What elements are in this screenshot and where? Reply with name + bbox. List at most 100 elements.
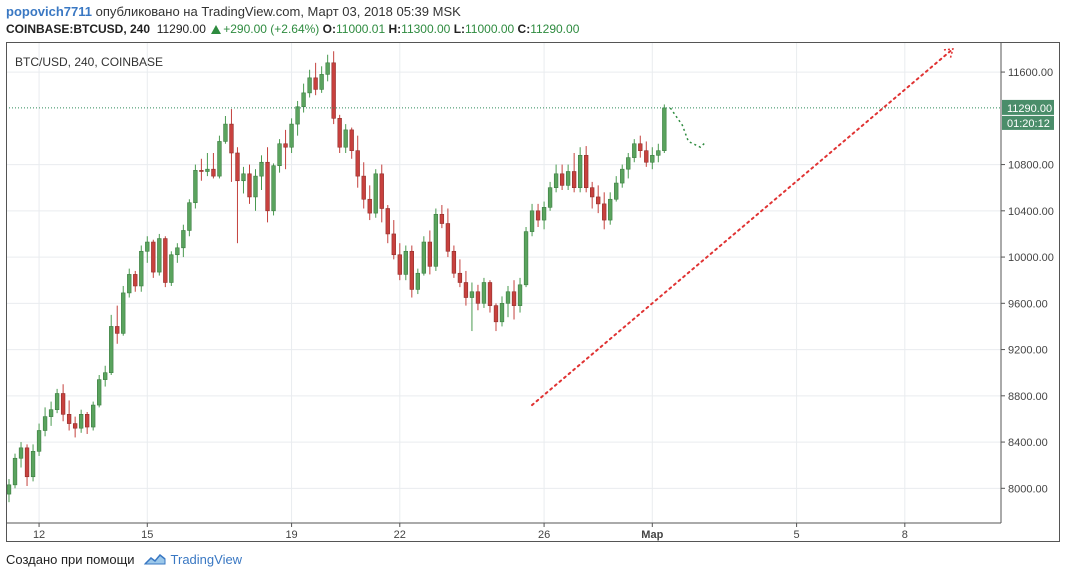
candle-body-up (325, 62, 330, 75)
candle-body-down (283, 143, 288, 148)
candle (638, 135, 643, 158)
chart-title: BTC/USD, 240, COINBASE (15, 55, 163, 69)
candle-body-up (481, 282, 487, 304)
candle-body-down (265, 161, 270, 212)
candle (602, 192, 607, 230)
candle (211, 153, 216, 179)
y-tick-label: 10800.00 (1008, 160, 1054, 172)
candle-body-up (517, 284, 523, 306)
candle (481, 277, 487, 308)
candle-body-up (577, 155, 583, 188)
footer: Создано при помощи TradingView (6, 550, 242, 568)
candle-body-down (427, 241, 433, 267)
candle-body-down (439, 213, 445, 224)
candle (6, 479, 12, 503)
candle-body-up (656, 150, 661, 156)
candle (48, 401, 54, 426)
candle-body-up (650, 155, 655, 163)
trend-arrow-icon[interactable] (943, 48, 954, 58)
candle (608, 192, 613, 225)
candle (584, 146, 589, 193)
candle-body-up (48, 409, 54, 417)
candle (133, 270, 138, 292)
candle-body-down (211, 168, 216, 177)
candlestick-chart[interactable]: 8000.00 8400.00 8800.00 9200.00 9600.00 10000… (6, 42, 1060, 542)
candle (151, 239, 156, 278)
candle-body-down (313, 77, 318, 90)
candle-body-up (109, 326, 114, 373)
candle (511, 280, 517, 320)
y-tick-label: 8000.00 (1008, 483, 1048, 495)
candle (577, 147, 583, 193)
x-tick-label: 26 (538, 529, 550, 541)
x-tick-label: 22 (394, 529, 406, 541)
candle-body-up (632, 143, 637, 158)
low-label: L: (453, 22, 466, 36)
author-username[interactable]: popovich7711 (6, 4, 92, 19)
candle-body-up (6, 484, 12, 495)
candle (181, 224, 186, 258)
candle-body-down (379, 173, 384, 209)
forecast-path[interactable] (669, 107, 707, 149)
tradingview-cloud-icon[interactable] (143, 552, 167, 566)
candle-body-down (584, 155, 589, 188)
candle-body-down (66, 414, 72, 424)
candle (199, 158, 204, 181)
candle-body-up (18, 447, 24, 459)
candle-body-up (301, 92, 306, 108)
y-tick-label: 8400.00 (1008, 437, 1048, 449)
candle (463, 270, 469, 306)
candle-body-up (553, 173, 559, 188)
drawings[interactable] (531, 47, 954, 407)
candle (127, 268, 132, 298)
x-tick-label: 8 (902, 529, 908, 541)
candle-body-down (337, 118, 342, 148)
candle-body-down (445, 223, 451, 252)
candle (265, 147, 270, 223)
candle-body-up (253, 175, 258, 198)
candle (650, 147, 655, 170)
x-tick-label: Мар (641, 529, 663, 541)
candle-body-up (626, 157, 631, 170)
candle-body-down (133, 274, 138, 287)
candle (355, 135, 360, 188)
candle (60, 384, 66, 422)
candle (559, 164, 565, 190)
axes: 8000.00 8400.00 8800.00 9200.00 9600.00 10000… (6, 42, 1060, 542)
tradingview-brand[interactable]: TradingView (170, 551, 243, 567)
candle (277, 139, 282, 173)
candle-body-down (457, 272, 463, 283)
candle-body-down (349, 129, 354, 151)
candle (403, 245, 408, 281)
candle-body-down (163, 238, 168, 283)
candle-body-up (42, 416, 48, 431)
chart-frame[interactable]: 8000.00 8400.00 8800.00 9200.00 9600.00 10000… (6, 42, 1060, 542)
candle (529, 203, 535, 237)
candle-body-down (115, 326, 120, 334)
candle-body-up (541, 207, 547, 221)
candle (596, 185, 601, 214)
x-tick-label: 19 (285, 529, 297, 541)
current-price-label: 11290.00 (1007, 103, 1052, 115)
candle-body-up (223, 123, 228, 142)
candle (367, 185, 372, 221)
candle (229, 109, 234, 182)
candle (373, 169, 378, 218)
candle (139, 245, 144, 292)
symbol-label: COINBASE:BTCUSD, 240 (6, 22, 151, 36)
candle-body-up (547, 187, 553, 208)
open-value: 11000.01 (335, 22, 386, 36)
y-tick-label: 9200.00 (1008, 345, 1048, 357)
candle (247, 164, 252, 204)
candle (571, 153, 577, 193)
candle-body-up (139, 250, 144, 287)
publish-info: popovich7711 опубликовано на TradingView… (6, 4, 461, 20)
candle (36, 423, 42, 456)
candle-body-up (175, 247, 180, 256)
candle-body-down (451, 250, 457, 274)
candle (235, 147, 240, 244)
candle (656, 143, 661, 163)
trend-line[interactable] (531, 47, 954, 407)
candle (451, 245, 457, 278)
candle-body-up (343, 129, 348, 148)
